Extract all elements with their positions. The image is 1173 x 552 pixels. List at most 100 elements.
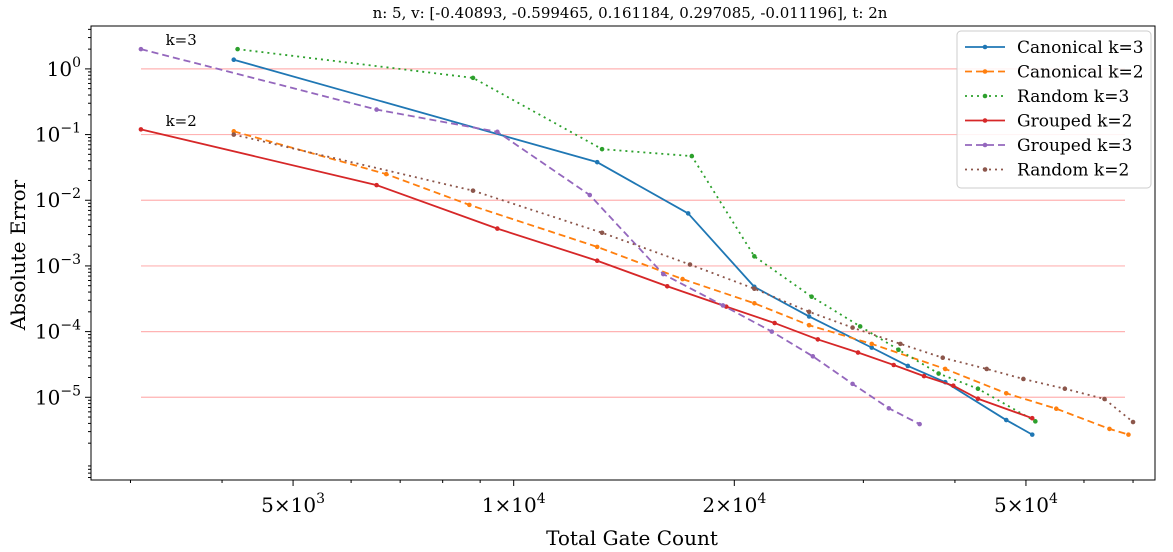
legend-label: Grouped k=2 [1017, 112, 1132, 132]
data-point [231, 132, 237, 137]
data-point [905, 363, 911, 369]
data-point [752, 300, 757, 306]
data-point [1102, 396, 1107, 402]
data-point [1021, 376, 1026, 382]
data-point [806, 309, 812, 315]
legend-marker [982, 142, 988, 148]
data-point [975, 386, 981, 392]
data-point [1029, 415, 1035, 421]
data-point [720, 303, 726, 308]
x-tick-label: 5×104 [994, 491, 1058, 517]
y-axis-label: Absolute Error [6, 179, 30, 331]
data-point [857, 324, 863, 329]
data-point [374, 107, 379, 112]
data-point [138, 127, 144, 132]
data-point [1126, 432, 1131, 437]
data-point [467, 202, 472, 208]
series-layer [138, 46, 1136, 437]
data-point [1003, 417, 1009, 423]
data-point [594, 258, 600, 264]
series-2 [231, 129, 1131, 437]
y-tick-label: 100 [47, 55, 81, 81]
data-point [898, 341, 903, 347]
data-point [599, 146, 605, 152]
data-point [815, 337, 821, 342]
data-point [495, 129, 500, 135]
data-point [1130, 419, 1136, 425]
data-point [806, 314, 812, 319]
x-axis: 5×103 1×104 2×104 5×104 [129, 480, 1134, 517]
y-tick-label: 10−3 [35, 252, 81, 278]
data-point [769, 329, 775, 334]
legend-label: Canonical k=2 [1017, 63, 1144, 83]
data-point [921, 373, 927, 379]
data-point [917, 421, 922, 427]
data-point [231, 57, 237, 63]
data-point [886, 405, 892, 411]
data-point [231, 129, 237, 134]
legend-label: Random k=3 [1017, 87, 1129, 107]
data-point [664, 283, 670, 289]
data-point [587, 192, 593, 198]
data-point [599, 230, 605, 236]
series-5 [138, 46, 922, 427]
y-tick-label: 10−1 [35, 121, 81, 147]
series-line [140, 48, 921, 425]
data-point [687, 262, 693, 267]
data-point [936, 371, 941, 376]
y-tick-label: 10−5 [35, 383, 81, 409]
legend: Canonical k=3 Canonical k=2 Random k=3 Grou… [956, 30, 1152, 189]
data-point [1033, 419, 1038, 424]
series-line [140, 128, 1033, 420]
data-point [680, 276, 685, 282]
y-axis: 100 10−1 10−2 10−3 10−4 10−5 [35, 28, 91, 479]
series-3 [235, 46, 1038, 424]
data-point [752, 254, 757, 259]
series-6 [231, 132, 1136, 425]
data-point [942, 366, 948, 372]
series-1 [231, 57, 1035, 437]
annotation-label: k=2 [166, 112, 197, 130]
series-line [233, 133, 1134, 423]
legend-box [956, 30, 1152, 189]
data-point [470, 188, 476, 193]
data-point [660, 271, 666, 277]
series-line [233, 58, 1033, 436]
legend-label: Grouped k=3 [1017, 136, 1132, 156]
data-point [1029, 432, 1035, 437]
data-point [772, 320, 777, 326]
data-point [1003, 390, 1009, 396]
data-point [1107, 426, 1112, 432]
data-point [594, 159, 600, 165]
legend-marker [982, 118, 988, 123]
legend-marker [982, 167, 988, 172]
data-point [374, 182, 379, 188]
data-point [850, 325, 855, 330]
annotation-label: k=3 [166, 31, 197, 49]
data-point [896, 347, 901, 353]
data-point [975, 396, 981, 402]
x-tick-label: 1×104 [482, 491, 546, 517]
y-tick-label: 10−2 [35, 186, 81, 212]
series-4 [138, 127, 1035, 421]
data-point [984, 366, 990, 372]
data-point [383, 171, 389, 177]
data-point [869, 341, 875, 347]
x-tick-label: 2×104 [702, 491, 766, 517]
legend-marker [982, 44, 988, 50]
data-point [594, 244, 600, 250]
data-point [689, 153, 695, 159]
data-point [850, 381, 855, 387]
data-point [1062, 386, 1068, 392]
legend-marker [982, 93, 988, 99]
legend-marker [982, 69, 988, 74]
data-point [685, 211, 691, 216]
x-tick-label: 5×103 [261, 491, 325, 517]
legend-label: Random k=2 [1017, 161, 1129, 181]
data-point [806, 322, 812, 328]
data-point [809, 294, 814, 299]
data-point [891, 362, 896, 368]
data-point [951, 383, 956, 389]
data-point [810, 354, 816, 359]
